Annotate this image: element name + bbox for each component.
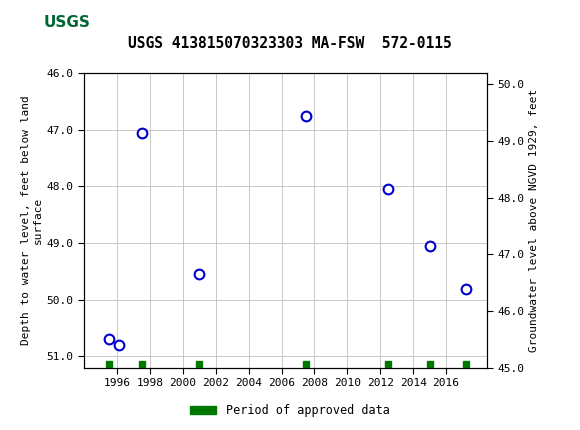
FancyBboxPatch shape xyxy=(6,3,122,42)
Legend: Period of approved data: Period of approved data xyxy=(186,399,394,422)
Text: USGS 413815070323303 MA-FSW  572-0115: USGS 413815070323303 MA-FSW 572-0115 xyxy=(128,36,452,51)
Y-axis label: Groundwater level above NGVD 1929, feet: Groundwater level above NGVD 1929, feet xyxy=(529,89,539,352)
Y-axis label: Depth to water level, feet below land
surface: Depth to water level, feet below land su… xyxy=(21,95,42,345)
Text: USGS: USGS xyxy=(44,15,90,30)
